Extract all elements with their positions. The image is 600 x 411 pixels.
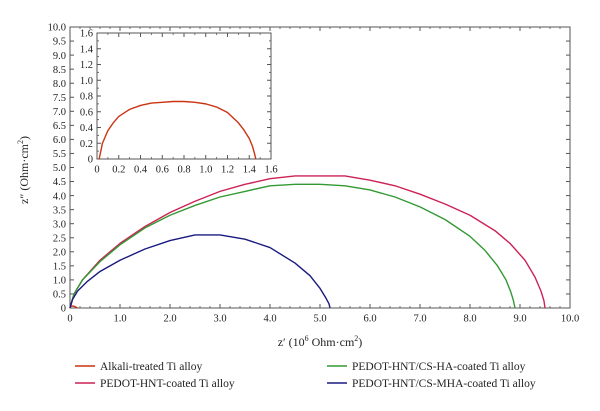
main-x-tick-label: 5.0: [313, 314, 326, 325]
inset-series-line-1: [98, 100, 257, 160]
main-x-tick-label: 10.0: [561, 314, 579, 325]
x-axis-title-sq: 2: [354, 334, 358, 343]
main-x-tick-label: 0: [67, 314, 72, 325]
inset-y-tick-label: 0: [88, 155, 93, 166]
main-y-tick-label: 3.0: [53, 219, 66, 230]
inset-y-tick-label: 0.2: [80, 139, 93, 150]
main-y-tick-label: 8.0: [53, 79, 66, 90]
main-y-tick-label: 5.5: [53, 149, 66, 160]
main-series-line-3: [69, 183, 516, 309]
y-axis-title: z″ (Ohm·cm2): [16, 136, 31, 204]
main-series-group: [69, 175, 546, 309]
inset-y-tick-label: 1.6: [80, 29, 93, 40]
main-y-tick-label: 4.0: [53, 191, 66, 202]
main-y-tick-label: 7.0: [53, 107, 66, 118]
inset-y-tick-label: 1.0: [80, 76, 93, 87]
main-y-tick-label: 1.0: [53, 276, 66, 287]
main-series-line-4: [69, 234, 331, 309]
x-axis-title-exp: 6: [305, 334, 309, 343]
main-x-tick-label: 2.0: [163, 314, 176, 325]
main-y-tick-label: 8.5: [53, 65, 66, 76]
legend: Alkali-treated Ti alloy PEDOT-HNT-coated …: [75, 361, 536, 390]
inset-plot-area: [96, 32, 272, 160]
main-y-tick-label: 6.5: [53, 121, 66, 132]
inset-x-tick-label: 1.4: [243, 165, 257, 176]
legend-label-3: PEDOT-HNT/CS-HA-coated Ti alloy: [352, 361, 526, 373]
main-x-tick-label: 4.0: [263, 314, 276, 325]
main-y-tick-label: 1.5: [53, 262, 66, 273]
main-series-line-2: [69, 175, 546, 309]
main-y-tick-label: 2.0: [53, 247, 66, 258]
inset-y-tick-label: 1.2: [80, 60, 93, 71]
inset-x-tick-label: 0.2: [112, 165, 125, 176]
legend-label-2: PEDOT-HNT-coated Ti alloy: [100, 378, 235, 390]
main-x-tick-label: 3.0: [213, 314, 226, 325]
x-axis-title: z′ (106 Ohm·cm2): [278, 334, 363, 349]
inset-axis-ticks: 0 0.2 0.4 0.6 0.8 1.0 1.2 1.4 1.6 0 0.2 0.4 0.6 0.8 1.…: [80, 29, 278, 176]
legend-label-1: Alkali-treated Ti alloy: [100, 361, 202, 373]
legend-label-4: PEDOT-HNT/CS-MHA-coated Ti alloy: [352, 378, 536, 390]
main-y-tick-label: 4.5: [53, 177, 66, 188]
main-x-tick-label: 6.0: [363, 314, 376, 325]
main-x-tick-label: 7.0: [413, 314, 426, 325]
inset-series-group: [98, 100, 257, 160]
inset-x-tick-label: 1.0: [199, 165, 212, 176]
main-x-tick-label: 8.0: [463, 314, 476, 325]
y-axis-title-sq: 2: [16, 140, 25, 144]
inset-x-tick-label: 1.2: [221, 165, 234, 176]
main-x-tick-label: 1.0: [113, 314, 126, 325]
inset-x-tick-label: 0: [94, 165, 99, 176]
inset-y-tick-label: 0.6: [80, 107, 93, 118]
x-axis-title-tail: Ohm·cm: [309, 335, 355, 349]
main-y-tick-label: 2.5: [53, 233, 66, 244]
inset-x-tick-label: 0.4: [134, 165, 148, 176]
inset-x-tick-label: 0.6: [156, 165, 169, 176]
x-axis-title-main: z′ (10: [278, 335, 305, 349]
inset-y-tick-label: 1.4: [80, 44, 94, 55]
inset-x-tick-label: 1.6: [264, 165, 277, 176]
x-axis-title-close: ): [358, 335, 362, 349]
main-y-tick-label: 6.0: [53, 135, 66, 146]
main-y-tick-label: 10.0: [48, 23, 66, 34]
main-axis-ticks: 0 1.0 2.0 3.0 4.0 5.0 6.0 7.0 8.0 9.0 10.0 0 0.5 1.0 1…: [48, 23, 580, 325]
y-axis-title-close: ): [17, 136, 31, 140]
main-y-tick-label: 9.5: [53, 37, 66, 48]
main-y-tick-label: 0.5: [53, 290, 66, 301]
main-y-tick-label: 7.5: [53, 93, 66, 104]
main-y-tick-label: 5.0: [53, 163, 66, 174]
main-y-tick-label: 3.5: [53, 205, 66, 216]
main-y-tick-label: 0: [61, 304, 66, 315]
y-axis-title-main: z″ (Ohm·cm: [17, 143, 31, 204]
inset-y-tick-label: 0.8: [80, 92, 93, 103]
main-x-tick-label: 9.0: [513, 314, 526, 325]
inset-x-tick-label: 0.8: [177, 165, 190, 176]
main-y-tick-label: 9.0: [53, 51, 66, 62]
inset-y-tick-label: 0.4: [80, 123, 94, 134]
